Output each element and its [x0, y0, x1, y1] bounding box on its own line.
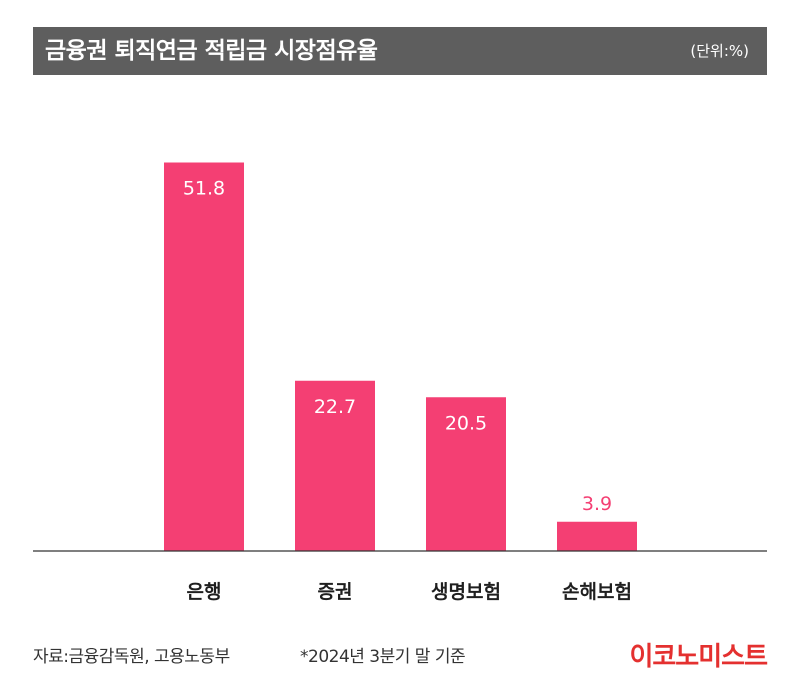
value-label-4: 3.9	[582, 493, 612, 515]
unit-label: (단위:%)	[690, 42, 749, 60]
category-label-4: 손해보험	[562, 581, 632, 603]
category-label-2: 증권	[318, 581, 353, 603]
category-label-1: 은행	[187, 581, 222, 603]
source-note: 자료:금융감독원, 고용노동부	[33, 647, 230, 667]
brand-logo: 이코노미스트	[629, 642, 768, 672]
category-label-3: 생명보험	[431, 581, 501, 603]
bar-3	[426, 397, 506, 551]
bar-4	[557, 521, 637, 551]
value-label-1: 51.8	[183, 178, 225, 200]
chart-title: 금융권 퇴직연금 적립금 시장점유율	[45, 38, 378, 64]
value-label-3: 20.5	[445, 412, 487, 434]
bar-2	[295, 380, 375, 551]
date-note: *2024년 3분기 말 기준	[300, 647, 466, 667]
value-label-2: 22.7	[314, 396, 356, 418]
bar-1	[164, 162, 244, 551]
title-bar: 금융권 퇴직연금 적립금 시장점유율 (단위:%)	[33, 27, 767, 75]
